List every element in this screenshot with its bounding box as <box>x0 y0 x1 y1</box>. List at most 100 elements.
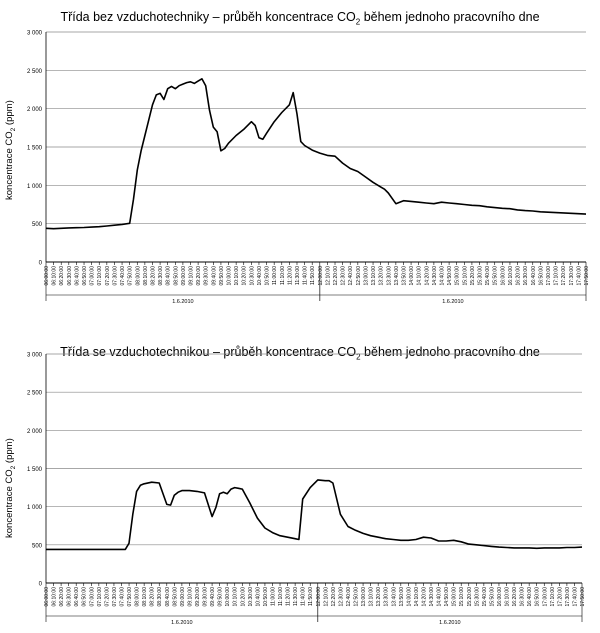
x-tick-label: 08:50:00 <box>173 266 179 286</box>
x-tick-label: 14:00:00 <box>409 266 415 286</box>
x-tick-label: 07:50:00 <box>127 587 133 607</box>
x-tick-label: 14:10:00 <box>417 266 423 286</box>
x-tick-label: 13:40:00 <box>391 587 397 607</box>
x-tick-label: 08:00:00 <box>135 587 141 607</box>
x-tick-label: 09:10:00 <box>189 266 195 286</box>
x-tick-label: 09:40:00 <box>211 266 217 286</box>
x-tick-label: 17:20:00 <box>561 266 567 286</box>
x-tick-label: 12:40:00 <box>346 587 352 607</box>
date-group-label: 1.6.2010 <box>439 620 460 626</box>
x-tick-label: 09:30:00 <box>204 266 210 286</box>
series-line <box>45 78 587 230</box>
x-tick-label: 07:10:00 <box>97 266 103 286</box>
x-tick-label: 15:20:00 <box>467 587 473 607</box>
x-tick-label: 06:50:00 <box>82 266 88 286</box>
x-tick-label: 07:00:00 <box>89 587 95 607</box>
x-tick-label: 06:30:00 <box>67 587 73 607</box>
x-tick-label: 09:50:00 <box>218 587 224 607</box>
x-tick-label: 14:50:00 <box>447 266 453 286</box>
x-tick-label: 06:20:00 <box>59 266 65 286</box>
x-tick-label: 06:30:00 <box>67 266 73 286</box>
x-tick-label: 13:10:00 <box>371 266 377 286</box>
x-tick-label: 11:30:00 <box>295 266 301 285</box>
x-tick-label: 09:20:00 <box>195 587 201 607</box>
x-tick-label: 15:40:00 <box>482 587 488 607</box>
x-tick-label: 16:50:00 <box>538 266 544 286</box>
y-tick-label: 0 <box>39 261 43 267</box>
y-tick-label: 1 500 <box>27 146 43 152</box>
x-tick-label: 07:00:00 <box>90 266 96 286</box>
x-tick-label: 10:00:00 <box>225 587 231 607</box>
x-tick-label: 13:30:00 <box>386 266 392 286</box>
x-tick-label: 12:30:00 <box>341 266 347 286</box>
x-tick-label: 17:00:00 <box>546 266 552 286</box>
x-tick-label: 06:00:00 <box>44 266 50 286</box>
x-tick-label: 17:40:00 <box>572 587 578 607</box>
y-tick-label: 1 000 <box>27 184 43 190</box>
x-tick-label: 16:40:00 <box>531 266 537 286</box>
series-line <box>46 479 583 551</box>
x-tick-label: 07:40:00 <box>119 587 125 607</box>
x-tick-label: 15:20:00 <box>470 266 476 286</box>
x-tick-label: 11:20:00 <box>287 266 293 285</box>
y-tick-label: 3 000 <box>27 353 43 359</box>
chart-panel-1: Třída bez vzduchotechniky – průběh konce… <box>0 0 600 310</box>
x-tick-label: 10:50:00 <box>263 587 269 607</box>
x-tick-label: 11:00:00 <box>270 587 276 606</box>
x-tick-label: 15:50:00 <box>489 587 495 607</box>
date-group-label: 1.6.2010 <box>171 620 192 626</box>
x-tick-label: 07:50:00 <box>128 266 134 286</box>
y-tick-label: 2 000 <box>27 107 43 113</box>
y-tick-label: 2 000 <box>27 429 43 435</box>
x-tick-label: 15:10:00 <box>462 266 468 286</box>
x-tick-label: 06:40:00 <box>74 587 80 607</box>
x-tick-label: 16:00:00 <box>500 266 506 286</box>
x-tick-label: 14:20:00 <box>424 266 430 286</box>
x-tick-label: 17:00:00 <box>542 587 548 607</box>
x-tick-label: 11:50:00 <box>308 587 314 606</box>
x-tick-label: 06:20:00 <box>59 587 65 607</box>
x-tick-label: 10:10:00 <box>234 266 240 286</box>
x-tick-label: 12:50:00 <box>356 266 362 286</box>
x-tick-label: 13:20:00 <box>379 266 385 286</box>
x-tick-label: 13:50:00 <box>399 587 405 607</box>
x-tick-label: 17:10:00 <box>550 587 556 607</box>
x-tick-label: 16:00:00 <box>497 587 503 607</box>
x-tick-label: 13:50:00 <box>401 266 407 286</box>
x-tick-label: 14:30:00 <box>432 266 438 286</box>
x-tick-label: 11:50:00 <box>310 266 316 285</box>
x-tick-label: 15:00:00 <box>455 266 461 286</box>
x-tick-label: 15:30:00 <box>478 266 484 286</box>
y-tick-label: 500 <box>32 222 43 228</box>
x-tick-label: 10:40:00 <box>255 587 261 607</box>
x-tick-label: 08:20:00 <box>150 587 156 607</box>
x-tick-label: 12:10:00 <box>325 266 331 286</box>
x-tick-label: 12:30:00 <box>338 587 344 607</box>
x-tick-label: 16:10:00 <box>508 266 514 286</box>
x-tick-label: 14:40:00 <box>437 587 443 607</box>
x-tick-label: 11:40:00 <box>301 587 307 606</box>
x-tick-label: 13:00:00 <box>361 587 367 607</box>
x-tick-label: 08:30:00 <box>157 587 163 607</box>
chart-title: Třída bez vzduchotechniky – průběh konce… <box>60 10 540 27</box>
x-tick-label: 12:20:00 <box>331 587 337 607</box>
y-tick-label: 2 500 <box>27 69 43 75</box>
x-tick-label: 17:30:00 <box>565 587 571 607</box>
y-tick-label: 1 000 <box>27 505 43 511</box>
x-tick-label: 10:20:00 <box>242 266 248 286</box>
x-tick-label: 08:30:00 <box>158 266 164 286</box>
x-tick-label: 07:20:00 <box>104 587 110 607</box>
x-tick-label: 07:20:00 <box>105 266 111 286</box>
x-tick-label: 08:10:00 <box>143 266 149 286</box>
x-tick-label: 14:20:00 <box>421 587 427 607</box>
x-tick-label: 07:10:00 <box>97 587 103 607</box>
x-tick-label: 16:30:00 <box>520 587 526 607</box>
x-tick-label: 10:00:00 <box>227 266 233 286</box>
x-tick-label: 06:00:00 <box>44 587 50 607</box>
x-tick-label: 11:10:00 <box>280 266 286 285</box>
x-tick-label: 16:20:00 <box>512 587 518 607</box>
x-tick-label: 11:00:00 <box>272 266 278 285</box>
x-tick-label: 09:00:00 <box>180 587 186 607</box>
